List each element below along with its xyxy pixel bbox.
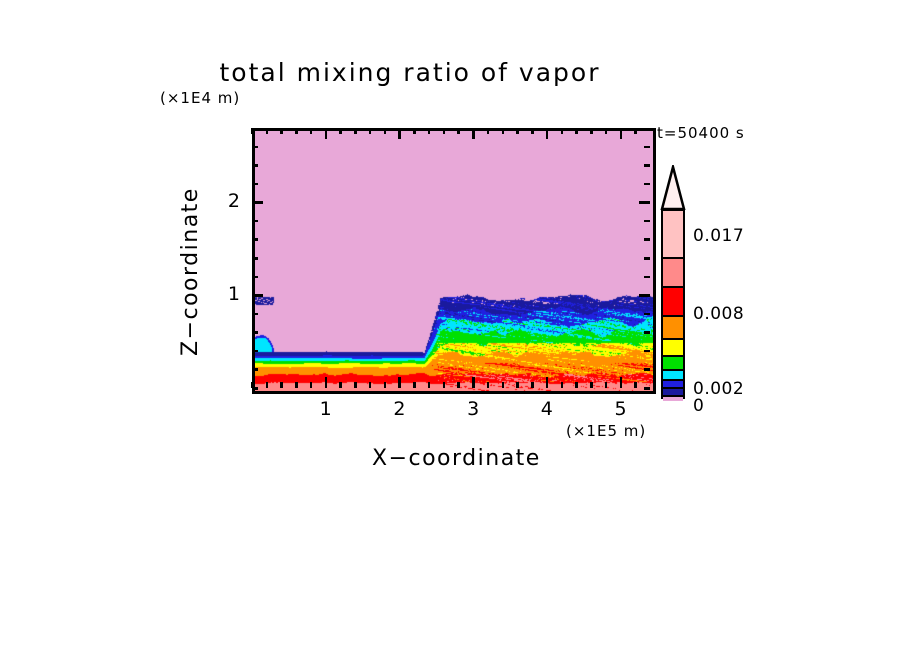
colorbar-tick-label: 0.002 xyxy=(693,379,745,399)
colorbar-extend-arrow-icon xyxy=(660,165,686,210)
y-tick-label: 1 xyxy=(227,283,240,306)
x-tick-label: 1 xyxy=(319,398,332,420)
colorbar-band xyxy=(663,315,683,338)
x-tick-label: 4 xyxy=(540,398,553,420)
plot-area xyxy=(252,128,656,394)
colorbar-band xyxy=(663,286,683,315)
colorbar-tick-label: 0.008 xyxy=(693,304,745,324)
colorbar-band xyxy=(663,387,683,395)
x-tick-label: 5 xyxy=(614,398,627,420)
x-tick-label: 2 xyxy=(393,398,406,420)
colorbar-tick-label: 0.017 xyxy=(693,226,745,246)
colorbar: 0.017 0.008 0.002 0 xyxy=(659,165,744,416)
contour-field xyxy=(255,131,653,391)
x-axis-label: X−coordinate xyxy=(372,446,541,471)
y-axis-label: Z−coordinate xyxy=(178,187,203,356)
colorbar-band xyxy=(663,369,683,379)
time-annotation: t=50400 s xyxy=(657,124,745,142)
colorbar-band xyxy=(663,257,683,286)
y-axis-unit-label: (×1E4 m) xyxy=(160,89,241,107)
colorbar-band xyxy=(663,355,683,369)
y-tick-label: 2 xyxy=(227,190,240,213)
colorbar-band xyxy=(663,338,683,355)
chart-title: total mixing ratio of vapor xyxy=(219,58,601,87)
colorbar-band xyxy=(663,395,683,401)
x-axis-unit-label: (×1E5 m) xyxy=(566,422,647,440)
colorbar-bands xyxy=(661,209,685,401)
colorbar-band xyxy=(663,379,683,387)
colorbar-tick-label: 0 xyxy=(693,396,705,416)
colorbar-band xyxy=(663,211,683,257)
x-tick-label: 3 xyxy=(467,398,480,420)
